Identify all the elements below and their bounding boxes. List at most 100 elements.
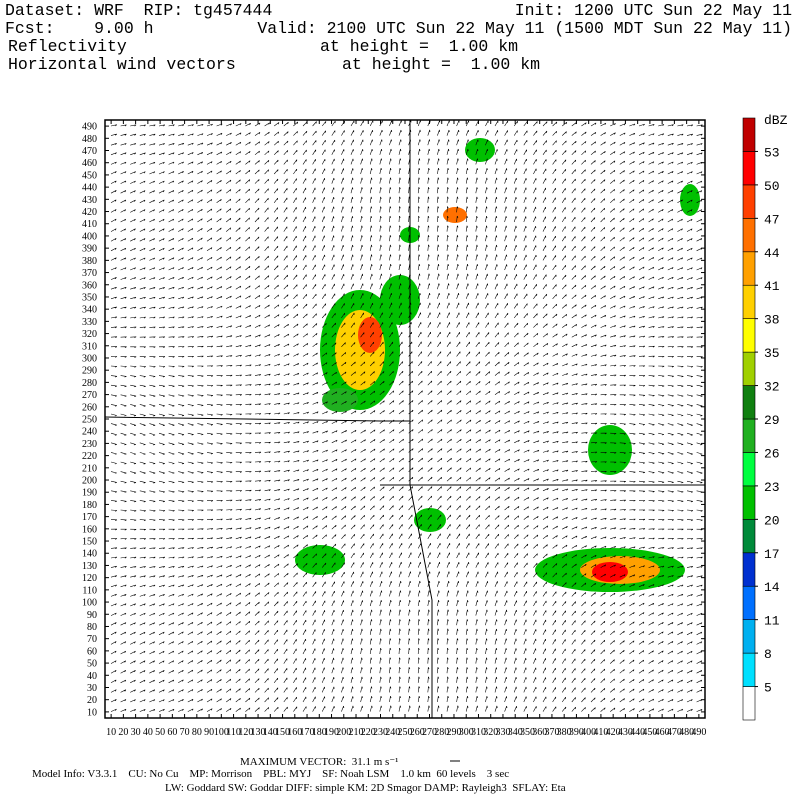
plot-background — [105, 120, 705, 718]
x-tick-label: 400 — [581, 727, 596, 738]
state-borders — [104, 120, 705, 718]
y-tick-label: 280 — [82, 378, 97, 389]
colorbar-label: 41 — [764, 279, 780, 294]
x-tick-label: 290 — [446, 727, 461, 738]
y-tick-label: 130 — [82, 561, 97, 572]
y-tick-label: 260 — [82, 402, 97, 413]
y-tick-label: 190 — [82, 488, 97, 499]
colorbar-box — [742, 552, 756, 587]
x-tick-label: 480 — [679, 727, 694, 738]
y-tick-label: 270 — [82, 390, 97, 401]
x-tick-label: 130 — [251, 727, 266, 738]
x-tick-label: 410 — [593, 727, 608, 738]
field-height: at height = 1.00 km — [342, 55, 540, 74]
y-tick-label: 60 — [87, 646, 97, 657]
y-tick-label: 250 — [82, 415, 97, 426]
x-tick-label: 210 — [349, 727, 364, 738]
colorbar-label: 23 — [764, 480, 780, 495]
y-tick-label: 440 — [82, 183, 97, 194]
y-tick-label: 220 — [82, 451, 97, 462]
y-tick-label: 230 — [82, 439, 97, 450]
y-tick-label: 100 — [82, 598, 97, 609]
y-tick-label: 200 — [82, 476, 97, 487]
x-tick-label: 490 — [691, 727, 706, 738]
echo — [414, 508, 446, 532]
colorbar-box — [742, 184, 756, 219]
y-tick-label: 290 — [82, 366, 97, 377]
field-name: Reflectivity — [8, 37, 127, 56]
y-tick-label: 110 — [82, 585, 97, 596]
colorbar-box — [742, 585, 756, 620]
y-tick-label: 430 — [82, 195, 97, 206]
x-tick-label: 100 — [214, 727, 229, 738]
y-tick-label: 450 — [82, 170, 97, 181]
x-tick-label: 260 — [410, 727, 425, 738]
x-tick-label: 160 — [287, 727, 302, 738]
x-tick-label: 10 — [106, 727, 116, 738]
x-tick-label: 240 — [385, 727, 400, 738]
x-tick-label: 80 — [192, 727, 202, 738]
y-tick-label: 390 — [82, 244, 97, 255]
y-tick-label: 180 — [82, 500, 97, 511]
y-tick-label: 320 — [82, 329, 97, 340]
physics-info: LW: Goddard SW: Goddar DIFF: simple KM: … — [165, 782, 566, 794]
x-tick-label: 140 — [263, 727, 278, 738]
y-tick-label: 240 — [82, 427, 97, 438]
echo — [680, 184, 700, 216]
colorbar-box — [742, 151, 756, 186]
x-tick-label: 70 — [180, 727, 190, 738]
x-tick-label: 190 — [324, 727, 339, 738]
x-tick-label: 150 — [275, 727, 290, 738]
y-tick-label: 80 — [87, 622, 97, 633]
y-tick-label: 480 — [82, 134, 97, 145]
y-tick-label: 410 — [82, 219, 97, 230]
x-tick-label: 20 — [118, 727, 128, 738]
x-tick-label: 220 — [361, 727, 376, 738]
y-tick-label: 10 — [87, 707, 97, 718]
x-tick-label: 90 — [204, 727, 214, 738]
colorbar-box — [742, 351, 756, 386]
echo — [443, 207, 467, 223]
x-tick-label: 370 — [544, 727, 559, 738]
echo — [358, 317, 382, 353]
field-height: at height = 1.00 km — [320, 37, 518, 56]
x-tick-label: 470 — [667, 727, 682, 738]
x-tick-label: 60 — [167, 727, 177, 738]
y-tick-label: 210 — [82, 463, 97, 474]
colorbar-box — [742, 251, 756, 286]
field-name: Horizontal wind vectors — [8, 55, 236, 74]
colorbar-box — [742, 619, 756, 654]
echo — [380, 275, 420, 325]
y-tick-label: 50 — [87, 659, 97, 670]
x-tick-label: 450 — [642, 727, 657, 738]
x-tick-label: 230 — [373, 727, 388, 738]
colorbar-label: 5 — [764, 681, 772, 696]
colorbar-box — [742, 452, 756, 487]
x-tick-label: 270 — [422, 727, 437, 738]
x-tick-label: 110 — [226, 727, 241, 738]
colorbar-box — [742, 318, 756, 353]
plot-area — [104, 119, 706, 719]
y-tick-label: 350 — [82, 292, 97, 303]
y-tick-label: 140 — [82, 549, 97, 560]
colorbar-box — [742, 385, 756, 420]
x-tick-label: 200 — [336, 727, 351, 738]
colorbar-label: 20 — [764, 513, 780, 528]
x-tick-label: 460 — [655, 727, 670, 738]
init-time: Init: 1200 UTC Sun 22 May 11 — [515, 1, 792, 20]
echo — [465, 138, 495, 162]
colorbar-label: 35 — [764, 346, 780, 361]
colorbar-box — [742, 284, 756, 319]
y-tick-label: 170 — [82, 512, 97, 523]
colorbar-label: 8 — [764, 647, 772, 662]
x-tick-label: 340 — [508, 727, 523, 738]
colorbar-box — [742, 686, 756, 721]
y-tick-label: 150 — [82, 537, 97, 548]
forecast-hour: Fcst: 9.00 h — [5, 19, 154, 38]
x-tick-label: 330 — [495, 727, 510, 738]
y-tick-label: 470 — [82, 146, 97, 157]
echo — [592, 562, 628, 582]
y-tick-label: 380 — [82, 256, 97, 267]
colorbar-box — [742, 418, 756, 453]
y-tick-label: 40 — [87, 671, 97, 682]
